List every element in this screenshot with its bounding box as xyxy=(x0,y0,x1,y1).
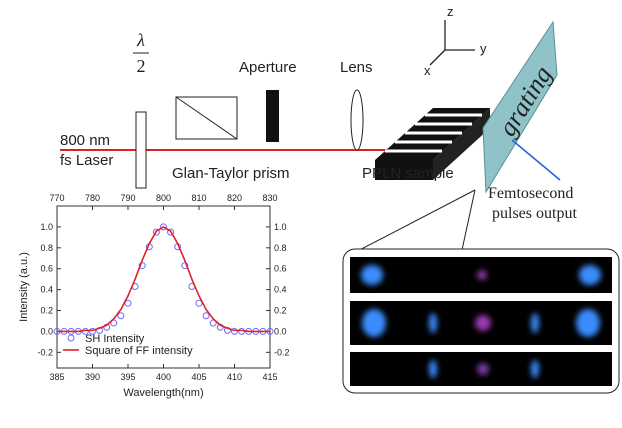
x2-tick-label: 790 xyxy=(120,193,135,203)
y2-tick-label: 0.4 xyxy=(274,285,287,295)
prism-label: Glan-Taylor prism xyxy=(172,165,290,182)
x2-tick-label: 800 xyxy=(156,193,171,203)
legend-label: SH Intensity xyxy=(85,333,145,345)
output-label: pulses output xyxy=(492,205,577,222)
aperture-label: Aperture xyxy=(239,59,297,76)
y2-tick-label: -0.2 xyxy=(274,347,290,357)
plate-denominator: 2 xyxy=(137,56,146,76)
y-tick-label: 1.0 xyxy=(40,222,53,232)
y2-tick-label: 0.2 xyxy=(274,306,287,316)
aperture xyxy=(266,90,279,142)
axis-y: y xyxy=(480,41,487,56)
legend-label: Square of FF intensity xyxy=(85,345,193,357)
x2-tick-label: 770 xyxy=(49,193,64,203)
x-tick-label: 405 xyxy=(191,372,206,382)
zoom-line xyxy=(462,190,475,250)
x2-tick-label: 820 xyxy=(227,193,242,203)
y-tick-label: 0.8 xyxy=(40,243,53,253)
beam-images xyxy=(350,257,612,386)
y2-tick-label: 0.6 xyxy=(274,264,287,274)
x-tick-label: 390 xyxy=(85,372,100,382)
x2-tick-label: 780 xyxy=(85,193,100,203)
y-tick-label: 0.2 xyxy=(40,306,53,316)
data-point xyxy=(118,313,124,319)
y-tick-label: -0.2 xyxy=(37,347,53,357)
pointer xyxy=(512,140,560,180)
lens xyxy=(351,90,363,150)
y-tick-label: 0.6 xyxy=(40,264,53,274)
data-point xyxy=(203,313,209,319)
half-wave-plate xyxy=(136,112,146,188)
y-tick-label: 0.0 xyxy=(40,326,53,336)
x-axis-label: Wavelength(nm) xyxy=(123,387,203,399)
y2-tick-label: 0.8 xyxy=(274,243,287,253)
y-tick-label: 0.4 xyxy=(40,285,53,295)
y-axis-label: Intensity (a.u.) xyxy=(18,252,30,322)
plate-numerator: λ xyxy=(136,30,145,50)
x2-tick-label: 830 xyxy=(262,193,277,203)
ppln-label: PPLN sample xyxy=(362,165,454,182)
legend-marker xyxy=(68,335,74,341)
axis-z: z xyxy=(447,4,454,19)
figure: λ 2 800 nm fs Laser Glan-Taylor prism Ap… xyxy=(0,0,622,423)
x-tick-label: 395 xyxy=(120,372,135,382)
coordinate-axes xyxy=(430,20,475,65)
x-tick-label: 415 xyxy=(262,372,277,382)
data-line xyxy=(57,227,270,332)
y2-tick-label: 0.0 xyxy=(274,326,287,336)
lens-label: Lens xyxy=(340,59,373,76)
laser-label: fs Laser xyxy=(60,152,113,169)
x2-tick-label: 810 xyxy=(191,193,206,203)
laser-label: 800 nm xyxy=(60,132,110,149)
output-label: Femtosecond xyxy=(488,185,573,202)
y2-tick-label: 1.0 xyxy=(274,222,287,232)
chart: -0.2 -0.2 0.0 0.0 0.2 0.2 0.4 0.4 0.6 0.6 0.8 0.8 1.… xyxy=(18,193,290,399)
x-tick-label: 385 xyxy=(49,372,64,382)
axis-x: x xyxy=(424,63,431,78)
zoom-line xyxy=(350,190,475,255)
x-tick-label: 400 xyxy=(156,372,171,382)
x-tick-label: 410 xyxy=(227,372,242,382)
